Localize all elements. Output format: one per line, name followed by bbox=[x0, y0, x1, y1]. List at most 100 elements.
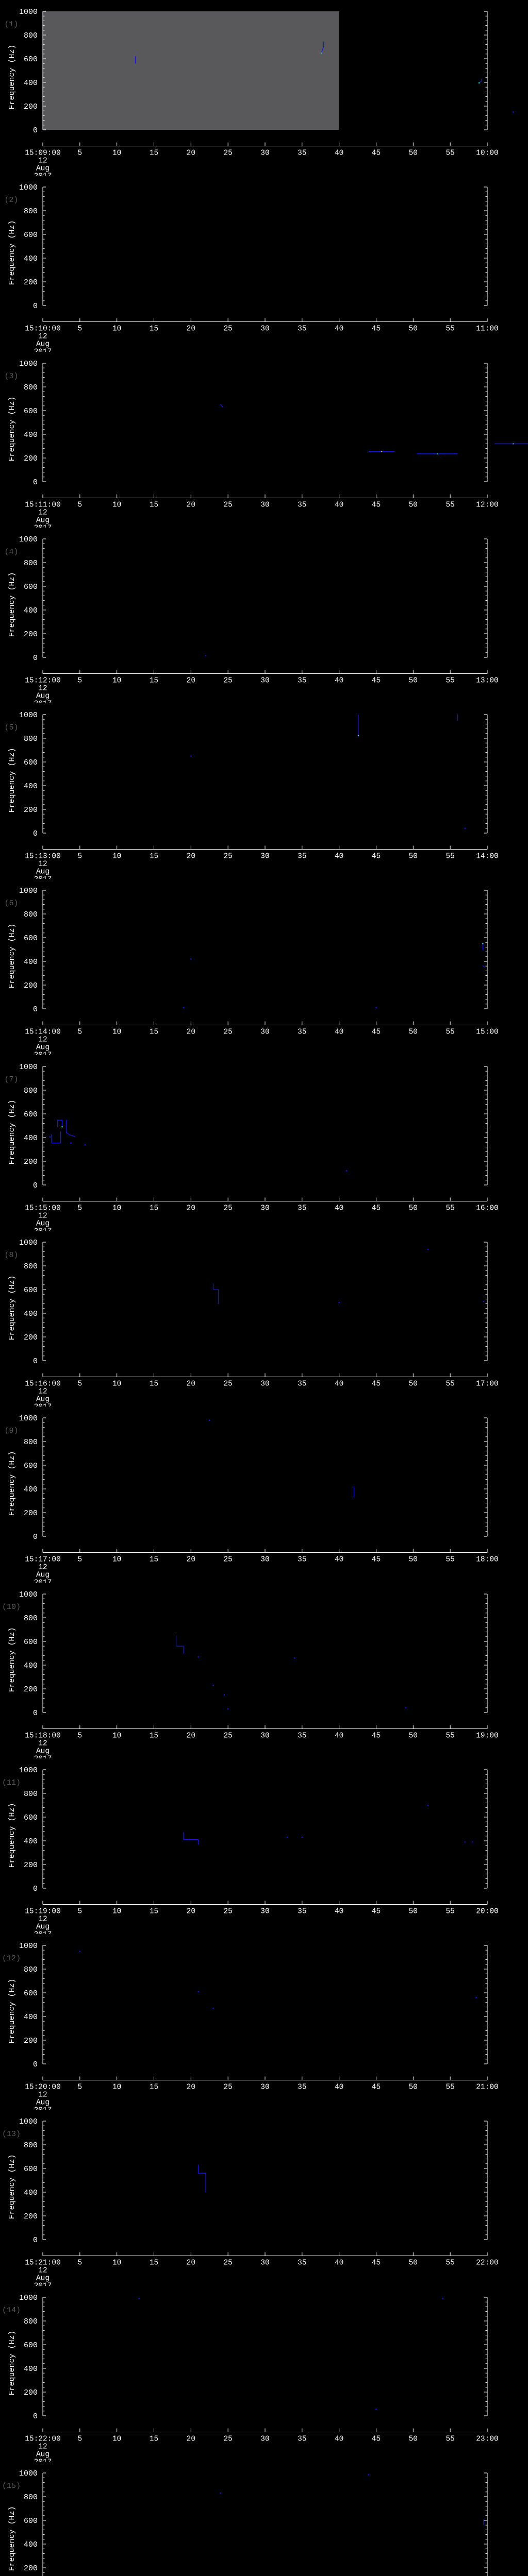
svg-text:Frequency (Hz): Frequency (Hz) bbox=[8, 396, 16, 461]
svg-text:600: 600 bbox=[24, 1110, 38, 1119]
svg-text:15: 15 bbox=[150, 1556, 158, 1564]
svg-text:50: 50 bbox=[409, 2083, 418, 2092]
svg-text:(15): (15) bbox=[2, 2482, 21, 2490]
svg-text:600: 600 bbox=[24, 231, 38, 240]
svg-text:25: 25 bbox=[223, 1556, 232, 1564]
svg-text:12: 12 bbox=[38, 1036, 47, 1044]
svg-text:600: 600 bbox=[24, 1286, 38, 1295]
svg-text:Frequency (Hz): Frequency (Hz) bbox=[8, 1803, 16, 1868]
svg-text:200: 200 bbox=[24, 103, 38, 111]
svg-text:40: 40 bbox=[335, 2435, 343, 2443]
svg-text:Frequency (Hz): Frequency (Hz) bbox=[8, 572, 16, 637]
svg-text:15:16:00: 15:16:00 bbox=[25, 1380, 61, 1388]
svg-text:17:00: 17:00 bbox=[476, 1380, 498, 1388]
svg-text:(5): (5) bbox=[5, 723, 19, 732]
svg-text:10: 10 bbox=[112, 1732, 121, 1740]
svg-text:15: 15 bbox=[150, 1028, 158, 1037]
svg-text:2017: 2017 bbox=[34, 1403, 52, 1406]
svg-text:15: 15 bbox=[150, 2435, 158, 2443]
svg-text:50: 50 bbox=[409, 149, 418, 157]
svg-text:1000: 1000 bbox=[19, 1063, 38, 1072]
svg-text:10: 10 bbox=[112, 1907, 121, 1916]
svg-text:0: 0 bbox=[33, 1181, 38, 1190]
svg-text:Aug: Aug bbox=[36, 1044, 50, 1052]
svg-text:55: 55 bbox=[446, 1380, 454, 1388]
svg-text:25: 25 bbox=[223, 2083, 232, 2092]
svg-text:12: 12 bbox=[38, 1387, 47, 1396]
svg-text:20: 20 bbox=[187, 1028, 195, 1037]
svg-text:40: 40 bbox=[335, 853, 343, 861]
svg-text:0: 0 bbox=[33, 2236, 38, 2245]
svg-text:15: 15 bbox=[150, 325, 158, 333]
svg-text:1000: 1000 bbox=[19, 8, 38, 16]
svg-text:600: 600 bbox=[24, 758, 38, 767]
svg-text:30: 30 bbox=[260, 1907, 269, 1916]
svg-text:600: 600 bbox=[24, 583, 38, 591]
svg-text:45: 45 bbox=[372, 325, 381, 333]
svg-text:55: 55 bbox=[446, 853, 454, 861]
svg-text:50: 50 bbox=[409, 1380, 418, 1388]
svg-text:Aug: Aug bbox=[36, 2450, 50, 2459]
svg-text:50: 50 bbox=[409, 1204, 418, 1212]
svg-text:0: 0 bbox=[33, 2060, 38, 2069]
svg-text:Aug: Aug bbox=[36, 516, 50, 524]
svg-text:800: 800 bbox=[24, 2493, 38, 2502]
svg-text:(7): (7) bbox=[5, 1075, 19, 1084]
svg-text:5: 5 bbox=[77, 1556, 82, 1564]
svg-text:0: 0 bbox=[33, 478, 38, 487]
svg-text:(1): (1) bbox=[5, 20, 19, 29]
svg-text:2017: 2017 bbox=[34, 1755, 52, 1758]
svg-text:400: 400 bbox=[24, 2013, 38, 2022]
svg-text:(14): (14) bbox=[2, 2306, 21, 2315]
svg-text:20: 20 bbox=[187, 1732, 195, 1740]
svg-text:15: 15 bbox=[150, 1380, 158, 1388]
svg-text:40: 40 bbox=[335, 1028, 343, 1037]
svg-text:(10): (10) bbox=[2, 1603, 21, 1612]
svg-text:600: 600 bbox=[24, 1989, 38, 1998]
svg-text:200: 200 bbox=[24, 1861, 38, 1870]
svg-text:50: 50 bbox=[409, 1028, 418, 1037]
svg-text:Aug: Aug bbox=[36, 692, 50, 700]
svg-text:40: 40 bbox=[335, 1204, 343, 1212]
svg-text:30: 30 bbox=[260, 2435, 269, 2443]
svg-text:50: 50 bbox=[409, 1556, 418, 1564]
svg-text:20: 20 bbox=[187, 1204, 195, 1212]
svg-text:12: 12 bbox=[38, 1212, 47, 1220]
svg-text:15:21:00: 15:21:00 bbox=[25, 2259, 61, 2267]
svg-text:55: 55 bbox=[446, 325, 454, 333]
svg-text:2017: 2017 bbox=[34, 876, 52, 879]
svg-text:1000: 1000 bbox=[19, 535, 38, 544]
svg-text:2017: 2017 bbox=[34, 348, 52, 352]
svg-text:Aug: Aug bbox=[36, 164, 50, 173]
svg-text:55: 55 bbox=[446, 501, 454, 509]
svg-text:20:00: 20:00 bbox=[476, 1907, 498, 1916]
svg-text:30: 30 bbox=[260, 325, 269, 333]
svg-text:Frequency (Hz): Frequency (Hz) bbox=[8, 1276, 16, 1341]
svg-text:600: 600 bbox=[24, 2517, 38, 2526]
svg-text:2017: 2017 bbox=[34, 2458, 52, 2462]
svg-text:30: 30 bbox=[260, 1204, 269, 1212]
svg-text:400: 400 bbox=[24, 958, 38, 967]
svg-text:5: 5 bbox=[77, 853, 82, 861]
svg-text:0: 0 bbox=[33, 654, 38, 663]
svg-text:16:00: 16:00 bbox=[476, 1204, 498, 1212]
svg-text:5: 5 bbox=[77, 676, 82, 685]
svg-text:1000: 1000 bbox=[19, 1942, 38, 1951]
svg-text:45: 45 bbox=[372, 1204, 381, 1212]
svg-text:1000: 1000 bbox=[19, 711, 38, 720]
svg-text:35: 35 bbox=[298, 676, 306, 685]
svg-text:35: 35 bbox=[298, 1204, 306, 1212]
svg-text:200: 200 bbox=[24, 1158, 38, 1166]
svg-text:25: 25 bbox=[223, 149, 232, 157]
svg-text:50: 50 bbox=[409, 1732, 418, 1740]
svg-text:10: 10 bbox=[112, 676, 121, 685]
svg-text:15: 15 bbox=[150, 501, 158, 509]
svg-text:Aug: Aug bbox=[36, 1571, 50, 1580]
svg-text:800: 800 bbox=[24, 1087, 38, 1095]
svg-text:600: 600 bbox=[24, 1814, 38, 1822]
svg-text:12: 12 bbox=[38, 860, 47, 869]
svg-text:0: 0 bbox=[33, 302, 38, 311]
svg-text:15: 15 bbox=[150, 1907, 158, 1916]
svg-text:20: 20 bbox=[187, 2435, 195, 2443]
svg-text:35: 35 bbox=[298, 1556, 306, 1564]
